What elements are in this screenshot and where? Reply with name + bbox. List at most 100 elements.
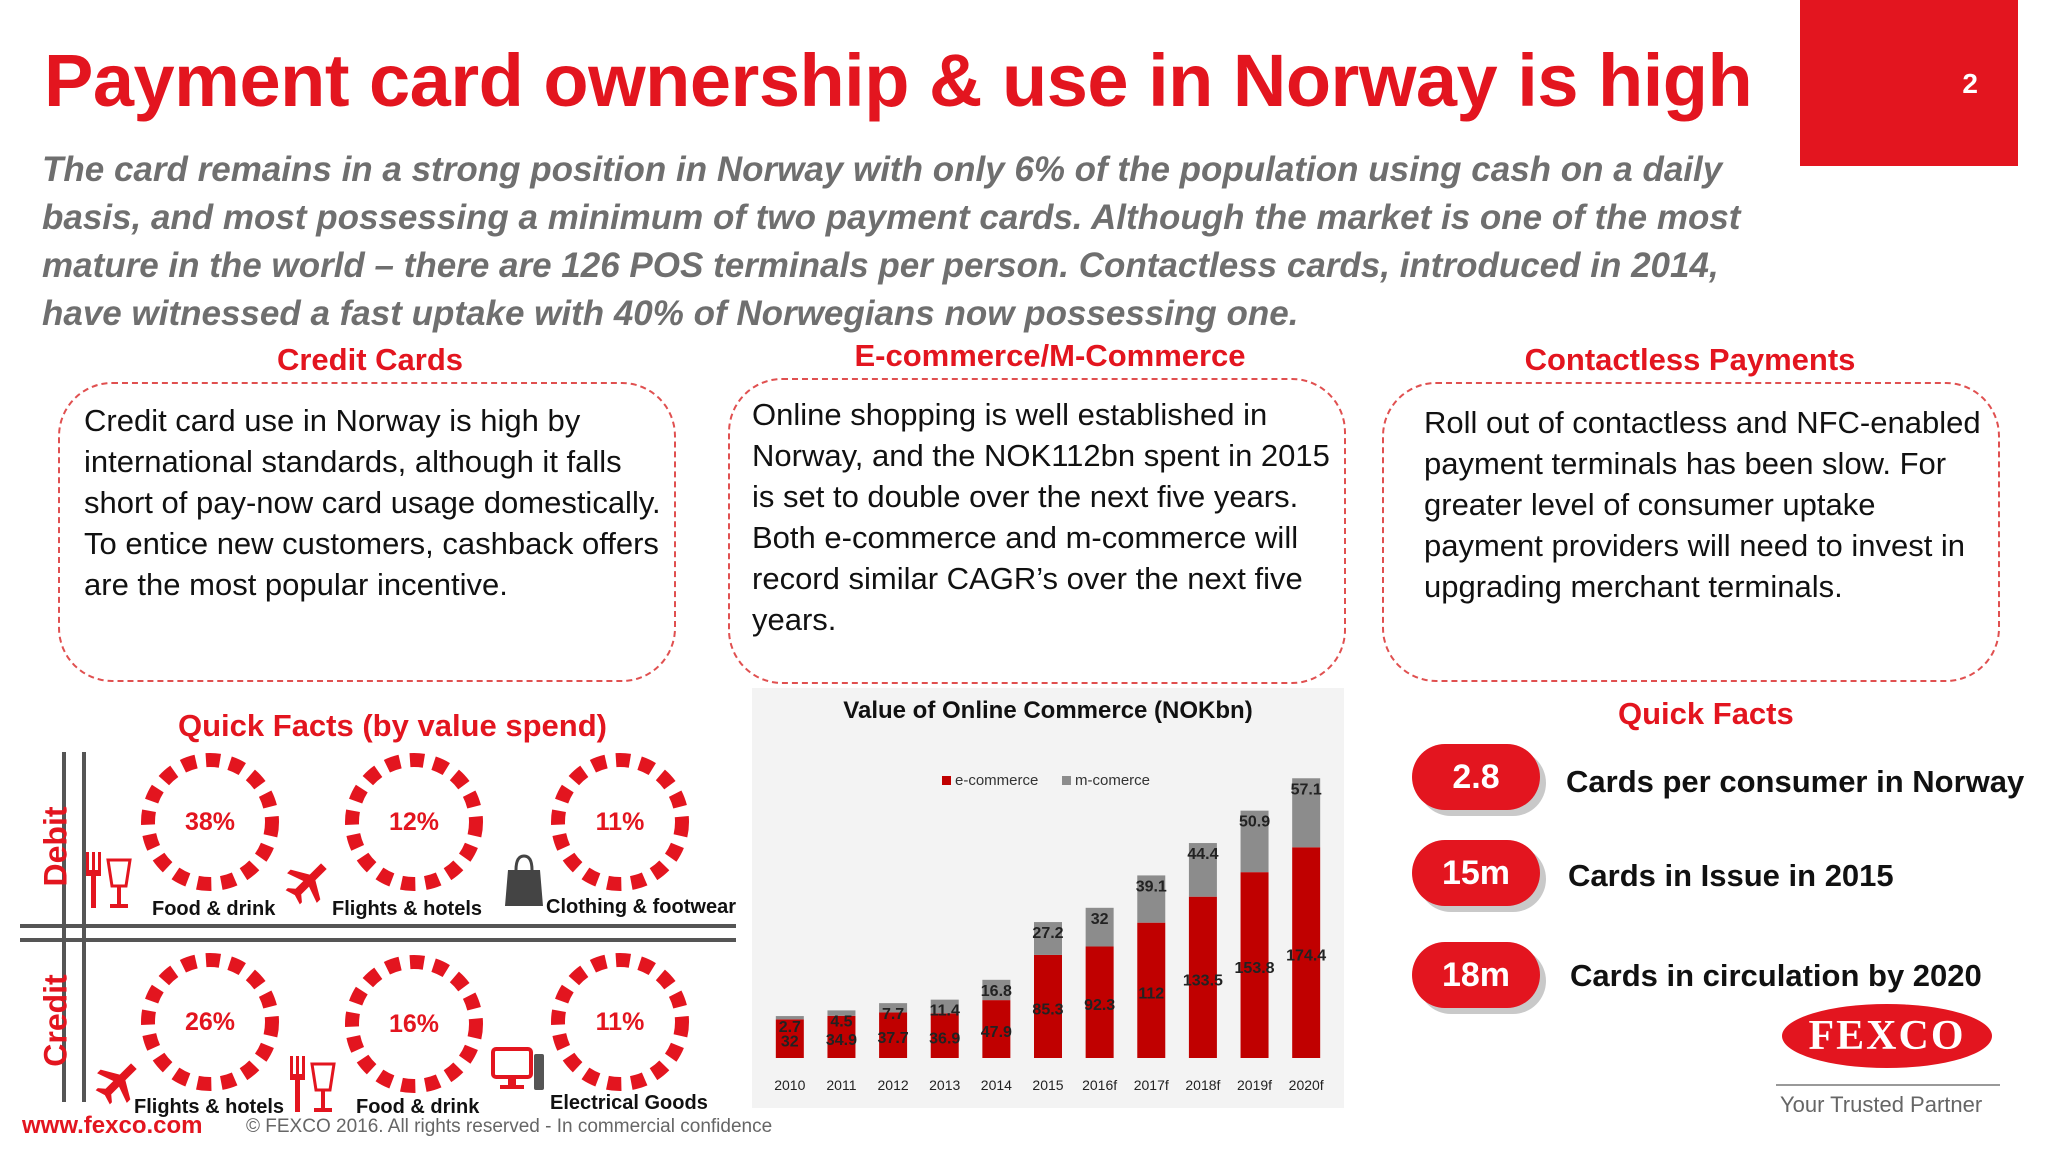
bar-e-commerce-2018f: [1188, 896, 1217, 1058]
online-commerce-chart-panel: Value of Online Commerce (NOKbn) e-comme…: [752, 688, 1344, 1108]
credit-flights-hotels-pct: 26%: [184, 1008, 236, 1036]
quick-facts-spend-title: Quick Facts (by value spend): [178, 708, 607, 743]
legend-swatch-m-comerce: [1062, 776, 1071, 785]
debit-clothing-pct: 11%: [595, 808, 645, 836]
debit-food-drink-label: Food & drink: [152, 898, 276, 920]
x-tick-label-2015: 2015: [1032, 1077, 1063, 1093]
bar-e-commerce-2012: [879, 1012, 908, 1058]
bar-e-commerce-2019f: [1240, 872, 1269, 1058]
bar-m-comerce-2018f: [1188, 843, 1217, 897]
x-tick-label-2012: 2012: [878, 1077, 909, 1093]
data-label-e-commerce-2013: 36.9: [929, 1031, 960, 1048]
data-label-m-comerce-2016f: 32: [1091, 911, 1109, 928]
data-label-m-comerce-2011: 4.5: [830, 1013, 852, 1030]
credit-food-drink-pct: 16%: [388, 1010, 440, 1038]
debit-axis-label: Debit: [37, 806, 74, 887]
credit-cards-title: Credit Cards: [276, 342, 464, 377]
contactless-title: Contactless Payments: [1524, 342, 1856, 377]
debit-flights-hotels-circle: 12%: [344, 752, 484, 892]
data-label-m-comerce-2015: 27.2: [1032, 925, 1063, 942]
ecommerce-text: Online shopping is well established in N…: [752, 397, 1330, 637]
credit-flights-hotels-label: Flights & hotels: [134, 1096, 284, 1118]
debit-food-drink-pct: 38%: [184, 808, 236, 836]
x-tick-label-2016f: 2016f: [1082, 1077, 1117, 1093]
credit-food-drink-circle: 16%: [344, 954, 484, 1094]
x-tick-label-2010: 2010: [774, 1077, 805, 1093]
contactless-text: Roll out of contactless and NFC-enabled …: [1424, 405, 1981, 604]
debit-flights-hotels-pct: 12%: [388, 808, 440, 836]
debit-clothing-circle: 11%: [550, 752, 690, 892]
food-drink-icon: [290, 1056, 336, 1112]
quick-facts-title: Quick Facts: [1618, 696, 1794, 731]
bar-m-comerce-2020f: [1292, 778, 1321, 848]
credit-flights-hotels-circle: 26%: [140, 952, 280, 1092]
page-number-box: 2: [1800, 0, 2018, 166]
bar-e-commerce-2015: [1034, 954, 1062, 1058]
data-label-m-comerce-2018f: 44.4: [1187, 846, 1218, 863]
contactless-box: Roll out of contactless and NFC-enabled …: [1382, 382, 2000, 682]
bar-m-comerce-2019f: [1240, 810, 1269, 873]
page-number: 2: [1962, 68, 1978, 99]
legend-label-e-commerce: e-commerce: [955, 772, 1038, 789]
bar-e-commerce-2011: [827, 1015, 856, 1058]
airplane-icon: [285, 863, 327, 905]
bar-m-comerce-2011: [827, 1010, 856, 1016]
fact-text-cards-in-issue: Cards in Issue in 2015: [1568, 858, 1894, 893]
bar-m-comerce-2015: [1034, 922, 1062, 955]
chart-bars: 322.734.94.537.77.736.911.447.916.885.32…: [775, 778, 1326, 1058]
intro-text: The card remains in a strong position in…: [42, 150, 1741, 333]
airplane-icon: [95, 1063, 137, 1105]
fexco-logo: FEXCO: [1782, 1004, 1992, 1068]
online-commerce-chart: Value of Online Commerce (NOKbn) e-comme…: [774, 697, 1326, 1093]
fact-pill-cards-per-consumer: 2.8: [1412, 744, 1540, 810]
bar-m-comerce-2016f: [1085, 907, 1114, 947]
data-label-e-commerce-2015: 85.3: [1032, 1001, 1063, 1018]
bar-e-commerce-2020f: [1292, 847, 1321, 1058]
bar-e-commerce-2010: [775, 1019, 804, 1058]
x-tick-label-2014: 2014: [981, 1077, 1012, 1093]
legend-swatch-e-commerce: [942, 776, 951, 785]
data-label-m-comerce-2010: 2.7: [779, 1019, 801, 1036]
data-label-m-comerce-2013: 11.4: [930, 1003, 960, 1020]
chart-title: Value of Online Commerce (NOKbn): [843, 697, 1252, 724]
bar-e-commerce-2017f: [1137, 922, 1166, 1058]
shopping-bag-icon: [505, 854, 543, 906]
data-label-m-comerce-2017f: 39.1: [1136, 878, 1167, 895]
data-label-e-commerce-2017f: 112: [1138, 985, 1164, 1002]
credit-axis-label: Credit: [37, 974, 74, 1067]
fact-pill-cards-in-circulation: 18m: [1412, 942, 1540, 1008]
data-label-e-commerce-2016f: 92.3: [1084, 997, 1115, 1014]
data-label-e-commerce-2019f: 153.8: [1235, 960, 1275, 977]
credit-food-drink-label: Food & drink: [356, 1096, 480, 1118]
x-tick-label-2011: 2011: [826, 1077, 856, 1093]
data-label-e-commerce-2014: 47.9: [981, 1024, 1012, 1041]
legend-label-m-comerce: m-comerce: [1075, 772, 1150, 789]
data-label-e-commerce-2020f: 174.4: [1286, 948, 1326, 965]
data-label-e-commerce-2018f: 133.5: [1183, 972, 1223, 989]
data-label-m-comerce-2012: 7.7: [882, 1006, 904, 1023]
spend-grid-lines: [20, 752, 736, 1102]
bar-m-comerce-2017f: [1137, 875, 1166, 923]
bar-m-comerce-2014: [982, 979, 1011, 1001]
bar-m-comerce-2013: [930, 999, 959, 1014]
fact-pill-cards-in-issue: 15m: [1412, 840, 1540, 906]
bar-m-comerce-2012: [879, 1003, 908, 1013]
page-title: Payment card ownership & use in Norway i…: [44, 39, 1753, 122]
logo-tagline: Your Trusted Partner: [1780, 1092, 1983, 1117]
food-drink-icon: [86, 852, 132, 908]
chart-x-axis: 2010 2011 2012 2013 2014 2015 2016f 2017f 2018f 2…: [774, 1077, 1324, 1093]
chart-legend: e-commerce m-comerce: [942, 772, 1150, 789]
bar-e-commerce-2013: [930, 1013, 959, 1058]
footer-url[interactable]: www.fexco.com: [22, 1112, 203, 1139]
footer-copyright: © FEXCO 2016. All rights reserved - In c…: [246, 1116, 773, 1137]
ecommerce-title: E-commerce/M-Commerce: [854, 338, 1246, 373]
x-tick-label-2018f: 2018f: [1185, 1077, 1220, 1093]
x-tick-label-2019f: 2019f: [1237, 1077, 1272, 1093]
data-label-e-commerce-2011: 34.9: [826, 1032, 857, 1049]
debit-clothing-label: Clothing & footwear: [546, 896, 736, 918]
x-tick-label-2013: 2013: [929, 1077, 960, 1093]
data-label-e-commerce-2012: 37.7: [878, 1030, 909, 1047]
credit-electrical-label: Electrical Goods: [550, 1092, 708, 1114]
debit-food-drink-circle: 38%: [140, 752, 280, 892]
bar-e-commerce-2014: [982, 1000, 1011, 1058]
